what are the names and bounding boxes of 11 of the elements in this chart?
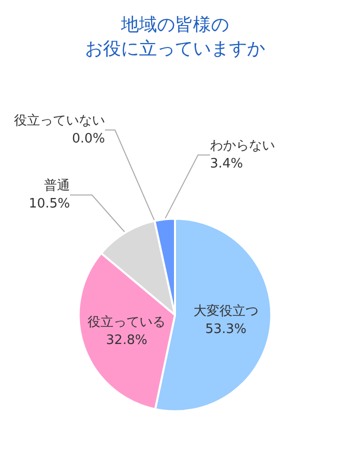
slice-label: わからない — [210, 138, 275, 154]
chart-title: 地域の皆様のお役に立っていますか — [85, 14, 265, 60]
slice-label: 大変役立つ — [193, 302, 258, 319]
data-label: 53.3% — [205, 322, 247, 337]
data-label: 10.5% — [28, 196, 70, 212]
data-label: 3.4% — [210, 156, 244, 172]
slice-label: 普通 — [44, 178, 70, 194]
text: 0.0% — [72, 132, 105, 146]
slice-label: 役立っている — [88, 314, 166, 330]
data-label: 32.8% — [106, 333, 148, 348]
category-label: 役立っていない — [14, 114, 105, 128]
